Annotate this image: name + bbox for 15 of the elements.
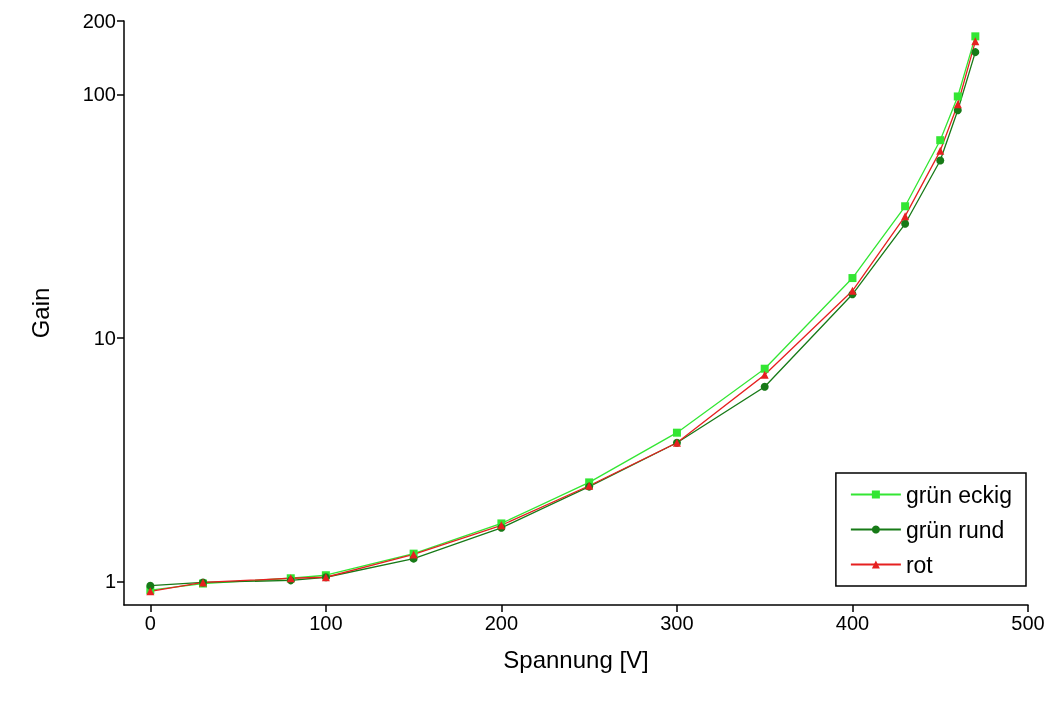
y-tick-label: 10 [93,326,116,349]
x-tick-label: 0 [144,612,156,634]
x-tick-label: 400 [835,612,870,634]
y-axis-title: Gain [26,287,54,339]
legend-label: grün eckig [905,481,1013,508]
y-tick-label: 1 [104,570,116,593]
x-axis-title: Spannung [V] [503,645,649,673]
x-tick-label: 300 [660,612,694,634]
x-tick-label: 500 [1011,612,1045,634]
y-tick-label: 100 [82,83,116,106]
x-tick-label: 200 [484,612,519,634]
legend-label: rot [905,551,934,578]
legend-label: grün rund [905,516,1005,543]
y-tick-label: 200 [82,10,116,32]
x-tick-label: 100 [309,612,343,634]
